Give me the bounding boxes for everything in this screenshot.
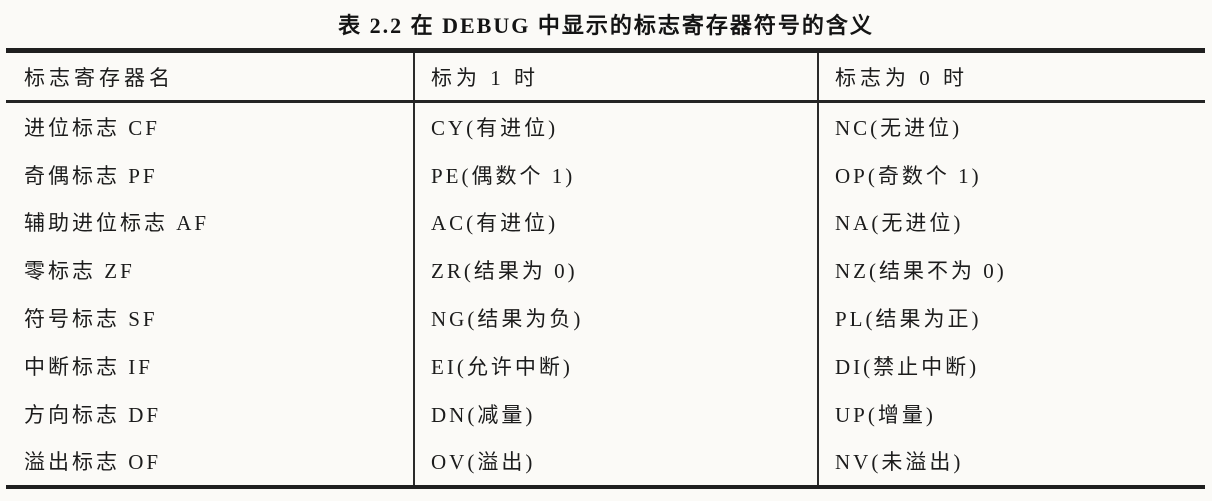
table-row: 零标志 ZF ZR(结果为 0) NZ(结果不为 0)	[6, 246, 1205, 295]
cell-flag-name: 中断标志 IF	[24, 354, 153, 379]
cell-flag-name: 符号标志 SF	[24, 307, 158, 332]
cell-clear-value: NV(未溢出)	[817, 437, 1205, 486]
table-row: 溢出标志 OF OV(溢出) NV(未溢出)	[6, 437, 1205, 486]
table-row: 进位标志 CF CY(有进位) NC(无进位)	[6, 103, 1205, 151]
cell-set-value: NG(结果为负)	[413, 294, 817, 342]
cell-set-value: AC(有进位)	[413, 198, 817, 247]
table-row: 奇偶标志 PF PE(偶数个 1) OP(奇数个 1)	[6, 150, 1205, 199]
table-row: 辅助进位标志 AF AC(有进位) NA(无进位)	[6, 198, 1205, 247]
cell-set-value: ZR(结果为 0)	[413, 246, 817, 295]
column-header-when-clear: 标志为 0 时	[817, 53, 1205, 100]
table-caption: 表 2.2 在 DEBUG 中显示的标志寄存器符号的含义	[338, 13, 874, 38]
cell-flag-name: 方向标志 DF	[24, 402, 162, 427]
flag-register-table: 标志寄存器名 标为 1 时 标志为 0 时 进位标志 CF CY(有进位) NC…	[6, 48, 1205, 490]
table-header-row: 标志寄存器名 标为 1 时 标志为 0 时	[6, 53, 1205, 103]
table-row: 符号标志 SF NG(结果为负) PL(结果为正)	[6, 294, 1205, 342]
cell-set-value: PE(偶数个 1)	[413, 150, 817, 199]
cell-clear-value: NZ(结果不为 0)	[817, 246, 1205, 295]
cell-clear-value: NC(无进位)	[817, 103, 1205, 151]
cell-flag-name: 进位标志 CF	[24, 115, 160, 140]
cell-flag-name: 溢出标志 OF	[24, 450, 162, 475]
cell-flag-name: 辅助进位标志 AF	[24, 211, 210, 236]
cell-flag-name: 奇偶标志 PF	[24, 163, 158, 188]
cell-set-value: EI(允许中断)	[413, 341, 817, 390]
cell-clear-value: PL(结果为正)	[817, 294, 1205, 342]
cell-set-value: OV(溢出)	[413, 437, 817, 486]
cell-set-value: CY(有进位)	[413, 103, 817, 151]
cell-clear-value: OP(奇数个 1)	[817, 150, 1205, 199]
cell-set-value: DN(减量)	[413, 389, 817, 438]
cell-flag-name: 零标志 ZF	[24, 259, 135, 284]
table-row: 方向标志 DF DN(减量) UP(增量)	[6, 389, 1205, 438]
column-header-flag-name: 标志寄存器名	[24, 65, 174, 90]
column-header-when-set: 标为 1 时	[413, 53, 817, 100]
cell-clear-value: NA(无进位)	[817, 198, 1205, 247]
table-row: 中断标志 IF EI(允许中断) DI(禁止中断)	[6, 341, 1205, 390]
cell-clear-value: DI(禁止中断)	[817, 341, 1205, 390]
cell-clear-value: UP(增量)	[817, 389, 1205, 438]
